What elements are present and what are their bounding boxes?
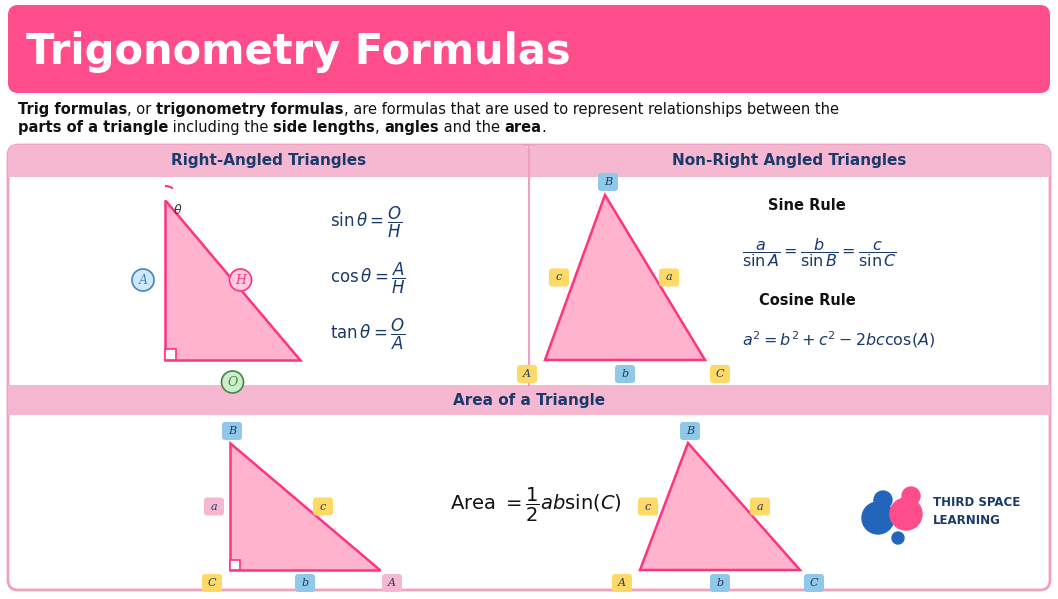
Text: parts of a triangle: parts of a triangle [18, 120, 168, 135]
Text: trigonometry formulas: trigonometry formulas [157, 102, 344, 117]
FancyBboxPatch shape [804, 574, 824, 592]
FancyBboxPatch shape [612, 574, 632, 592]
Circle shape [230, 269, 252, 291]
Text: A: A [388, 578, 396, 588]
FancyBboxPatch shape [638, 498, 658, 516]
Bar [165, 349, 176, 360]
Text: , are formulas that are used to represent relationships between the: , are formulas that are used to represen… [344, 102, 839, 117]
Text: , or: , or [127, 102, 157, 117]
Text: C: C [716, 369, 725, 379]
Text: C: C [207, 578, 216, 588]
FancyBboxPatch shape [529, 145, 1050, 177]
Text: Right-Angled Triangles: Right-Angled Triangles [171, 153, 366, 168]
Text: .: . [542, 120, 546, 135]
Bar [8, 385, 1050, 415]
Text: A: A [618, 578, 626, 588]
Text: H: H [235, 274, 245, 286]
FancyBboxPatch shape [222, 422, 242, 440]
Text: angles: angles [384, 120, 439, 135]
FancyBboxPatch shape [517, 365, 537, 383]
Text: ,: , [376, 120, 384, 135]
Circle shape [902, 487, 920, 505]
Text: LEARNING: LEARNING [933, 513, 1001, 527]
Text: Non-Right Angled Triangles: Non-Right Angled Triangles [672, 153, 907, 168]
Text: b: b [302, 578, 309, 588]
FancyBboxPatch shape [549, 268, 569, 286]
FancyBboxPatch shape [615, 365, 635, 383]
Text: b: b [716, 578, 724, 588]
Bar [8, 155, 529, 177]
Text: a: a [665, 273, 672, 283]
Text: $\tan\theta = \dfrac{O}{A}$: $\tan\theta = \dfrac{O}{A}$ [330, 316, 405, 352]
FancyBboxPatch shape [295, 574, 315, 592]
Text: Area $= \dfrac{1}{2}ab\sin(C)$: Area $= \dfrac{1}{2}ab\sin(C)$ [450, 486, 622, 524]
FancyBboxPatch shape [680, 422, 700, 440]
FancyBboxPatch shape [313, 498, 333, 516]
FancyBboxPatch shape [598, 173, 618, 191]
Circle shape [890, 498, 922, 530]
Text: a: a [756, 501, 763, 512]
Text: a: a [211, 501, 217, 512]
Text: C: C [809, 578, 818, 588]
Text: $a^2 = b^2 + c^2 - 2bc\cos(A)$: $a^2 = b^2 + c^2 - 2bc\cos(A)$ [742, 329, 935, 350]
FancyBboxPatch shape [710, 365, 730, 383]
Text: B: B [604, 177, 613, 187]
Polygon shape [640, 443, 800, 570]
Text: Cosine Rule: Cosine Rule [759, 293, 855, 308]
Polygon shape [230, 443, 380, 570]
Circle shape [221, 371, 243, 393]
Text: Trigonometry Formulas: Trigonometry Formulas [26, 31, 570, 73]
Text: c: c [555, 273, 562, 283]
Text: Area of a Triangle: Area of a Triangle [453, 392, 605, 407]
Text: THIRD SPACE: THIRD SPACE [933, 495, 1020, 509]
Circle shape [862, 502, 894, 534]
Text: $\cos\theta = \dfrac{A}{H}$: $\cos\theta = \dfrac{A}{H}$ [330, 261, 406, 295]
Text: side lengths: side lengths [273, 120, 376, 135]
Text: area: area [505, 120, 542, 135]
FancyBboxPatch shape [710, 574, 730, 592]
Text: B: B [227, 426, 236, 436]
Text: O: O [227, 376, 238, 389]
Text: ​Trig formulas: ​Trig formulas [18, 102, 127, 117]
Text: including the: including the [168, 120, 273, 135]
Polygon shape [165, 200, 300, 360]
Polygon shape [545, 195, 705, 360]
Text: $\dfrac{a}{\sin A} = \dfrac{b}{\sin B} = \dfrac{c}{\sin C}$: $\dfrac{a}{\sin A} = \dfrac{b}{\sin B} =… [742, 237, 897, 270]
FancyBboxPatch shape [204, 498, 224, 516]
FancyBboxPatch shape [202, 574, 222, 592]
FancyBboxPatch shape [8, 145, 1050, 590]
Bar [529, 155, 1050, 177]
Text: A: A [139, 274, 147, 286]
FancyBboxPatch shape [8, 5, 1050, 93]
Bar [230, 560, 240, 570]
Text: b: b [621, 369, 628, 379]
Text: $\theta$: $\theta$ [174, 203, 182, 217]
Text: c: c [645, 501, 651, 512]
Text: A: A [523, 369, 531, 379]
Circle shape [892, 532, 904, 544]
FancyBboxPatch shape [659, 268, 679, 286]
FancyBboxPatch shape [382, 574, 402, 592]
FancyBboxPatch shape [750, 498, 770, 516]
Text: $\sin\theta = \dfrac{O}{H}$: $\sin\theta = \dfrac{O}{H}$ [330, 204, 402, 240]
Text: and the: and the [439, 120, 505, 135]
Text: c: c [320, 501, 326, 512]
Text: B: B [686, 426, 694, 436]
FancyBboxPatch shape [8, 145, 529, 177]
Text: Sine Rule: Sine Rule [768, 198, 846, 213]
Circle shape [132, 269, 154, 291]
Circle shape [874, 491, 892, 509]
